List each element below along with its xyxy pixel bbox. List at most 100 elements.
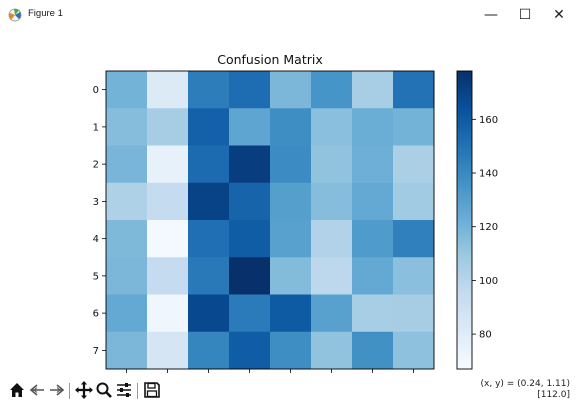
heatmap-cell xyxy=(393,331,435,370)
chart-title: Confusion Matrix xyxy=(217,52,323,67)
colorbar xyxy=(456,70,473,370)
heatmap-cell xyxy=(311,220,353,258)
y-tick-label: 4 xyxy=(93,234,99,245)
heatmap-cell xyxy=(311,182,353,221)
heatmap-cell xyxy=(229,182,271,221)
window-title: Figure 1 xyxy=(28,8,63,19)
pan-icon[interactable] xyxy=(75,380,93,400)
navigation-toolbar: (x, y) = (0.24, 1.11) [112.0] xyxy=(0,374,578,406)
heatmap-cell xyxy=(188,145,230,184)
heatmap-cell xyxy=(270,294,312,333)
heatmap-cell xyxy=(229,294,271,333)
y-tick-label: 5 xyxy=(93,271,99,282)
heatmap-cell xyxy=(311,331,353,370)
heatmap-cell xyxy=(311,257,353,295)
coordinate-readout: (x, y) = (0.24, 1.11) xyxy=(480,379,570,389)
heatmap-cell xyxy=(188,220,230,258)
heatmap-cell xyxy=(393,145,435,184)
heatmap-cell xyxy=(188,108,230,146)
y-tick-label: 0 xyxy=(93,85,99,96)
heatmap-cell xyxy=(352,294,394,333)
heatmap-cell xyxy=(393,71,435,109)
heatmap-cell xyxy=(188,331,230,370)
y-axis-ticks: 0 1 2 3 4 5 6 7 xyxy=(93,85,106,357)
heatmap-cells xyxy=(106,71,435,370)
heatmap-cell xyxy=(147,331,189,370)
heatmap-cell xyxy=(106,108,148,146)
heatmap-cell xyxy=(229,257,271,295)
cursor-coordinates: (x, y) = (0.24, 1.11) [112.0] xyxy=(481,379,570,401)
heatmap-cell xyxy=(106,145,148,184)
heatmap-cell xyxy=(311,294,353,333)
window-titlebar: Figure 1 — ☐ ✕ xyxy=(0,0,578,30)
colorbar-tick-label: 140 xyxy=(479,169,498,180)
colorbar-tick-label: 160 xyxy=(479,115,498,126)
y-tick-label: 6 xyxy=(93,309,99,320)
home-icon[interactable] xyxy=(8,380,26,400)
heatmap-cell xyxy=(147,220,189,258)
heatmap-cell xyxy=(106,220,148,258)
heatmap-cell xyxy=(352,220,394,258)
heatmap-cell xyxy=(352,71,394,109)
confusion-matrix-chart: Confusion Matrix 0 1 2 3 4 5 6 7 0 1 2 3 4 5 6 7 80 100… xyxy=(93,52,498,387)
heatmap-cell xyxy=(147,257,189,295)
heatmap-cell xyxy=(106,294,148,333)
heatmap-cell xyxy=(229,220,271,258)
heatmap-cell xyxy=(270,182,312,221)
maximize-button[interactable]: ☐ xyxy=(518,7,532,23)
toolbar-separator xyxy=(137,383,138,399)
heatmap-cell xyxy=(106,71,148,109)
toolbar-separator xyxy=(69,383,70,399)
heatmap-cell xyxy=(393,294,435,333)
heatmap-cell xyxy=(147,182,189,221)
heatmap-cell xyxy=(311,108,353,146)
heatmap-cell xyxy=(147,108,189,146)
heatmap-cell xyxy=(188,71,230,109)
colorbar-tick-label: 120 xyxy=(479,222,498,233)
heatmap-cell xyxy=(229,71,271,109)
back-icon[interactable] xyxy=(28,380,46,400)
y-tick-label: 7 xyxy=(93,346,99,357)
heatmap-cell xyxy=(270,220,312,258)
heatmap-cell xyxy=(147,294,189,333)
y-tick-label: 1 xyxy=(93,122,99,133)
heatmap-cell xyxy=(270,145,312,184)
heatmap-cell xyxy=(270,257,312,295)
heatmap-cell xyxy=(393,220,435,258)
heatmap-cell xyxy=(229,108,271,146)
heatmap-cell xyxy=(106,182,148,221)
close-button[interactable]: ✕ xyxy=(553,7,565,23)
heatmap-cell xyxy=(393,257,435,295)
colorbar-tick-label: 100 xyxy=(479,276,498,287)
heatmap-cell xyxy=(188,182,230,221)
heatmap-cell xyxy=(270,108,312,146)
save-icon[interactable] xyxy=(143,380,161,400)
y-tick-label: 3 xyxy=(93,197,99,208)
heatmap-cell xyxy=(270,71,312,109)
value-readout: [112.0] xyxy=(537,390,570,400)
heatmap-cell xyxy=(311,71,353,109)
heatmap-cell xyxy=(352,145,394,184)
forward-icon[interactable] xyxy=(48,380,66,400)
heatmap-cell xyxy=(229,145,271,184)
colorbar-ticks: 80 100 120 140 160 xyxy=(472,115,498,341)
matplotlib-logo-icon xyxy=(8,8,22,22)
heatmap-cell xyxy=(352,182,394,221)
minimize-button[interactable]: — xyxy=(484,7,498,23)
heatmap-cell xyxy=(352,257,394,295)
heatmap-cell xyxy=(270,331,312,370)
figure-canvas[interactable]: Confusion Matrix 0 1 2 3 4 5 6 7 0 1 2 3 4 5 6 7 80 100… xyxy=(0,30,578,387)
heatmap-frame xyxy=(105,70,435,370)
zoom-icon[interactable] xyxy=(95,380,113,400)
heatmap-cell xyxy=(311,145,353,184)
heatmap-cell xyxy=(147,145,189,184)
heatmap-cell xyxy=(352,331,394,370)
heatmap-cell xyxy=(147,71,189,109)
heatmap-cell xyxy=(188,257,230,295)
heatmap-cell xyxy=(106,257,148,295)
heatmap-cell xyxy=(229,331,271,370)
heatmap-cell xyxy=(393,108,435,146)
heatmap-cell xyxy=(352,108,394,146)
heatmap-cell xyxy=(393,182,435,221)
configure-subplots-icon[interactable] xyxy=(115,380,133,400)
